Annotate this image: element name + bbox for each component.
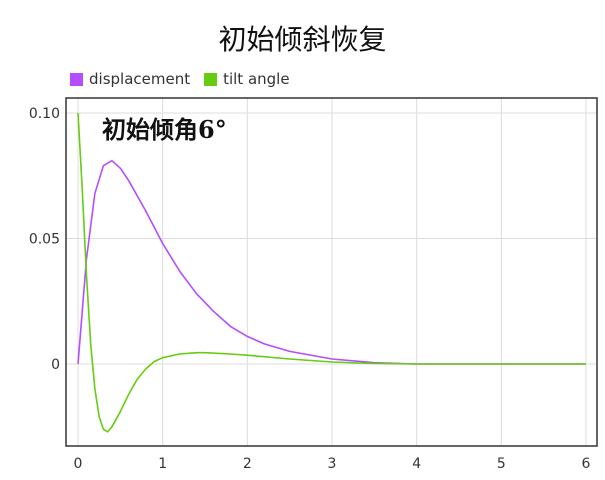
- legend-item-tilt-angle[interactable]: tilt angle: [204, 70, 290, 88]
- x-tick-label: 0: [74, 456, 83, 472]
- legend-swatch-tilt-angle: [204, 72, 218, 86]
- chart-title: 初始倾斜恢复: [218, 23, 387, 56]
- legend-swatch-displacement: [70, 72, 83, 86]
- series-line-tilt-angle: [77, 112, 586, 433]
- y-tick-label: 0.10: [29, 106, 60, 122]
- x-tick-label: 4: [412, 456, 421, 472]
- x-tick-label: 6: [582, 456, 591, 472]
- x-tick-label: 5: [497, 456, 506, 472]
- x-tick-label: 3: [328, 456, 337, 472]
- legend-item-displacement[interactable]: displacement: [70, 70, 190, 88]
- y-tick-label: 0.05: [29, 232, 60, 248]
- legend-label-displacement: displacement: [89, 70, 191, 88]
- x-tick-label: 2: [243, 456, 252, 472]
- legend: displacement tilt angle: [70, 70, 304, 88]
- series-layer: [77, 112, 586, 433]
- y-tick-label: 0: [51, 357, 60, 373]
- grid: [66, 98, 597, 446]
- annotation-label: 初始倾角6°: [102, 115, 227, 144]
- tick-labels: 0 1 2 3 4 5 6 0.10 0.05 0: [29, 106, 591, 472]
- series-line-displacement: [77, 159, 586, 365]
- legend-label-tilt-angle: tilt angle: [223, 70, 290, 88]
- plot-frame: [65, 97, 598, 447]
- x-tick-label: 1: [158, 456, 167, 472]
